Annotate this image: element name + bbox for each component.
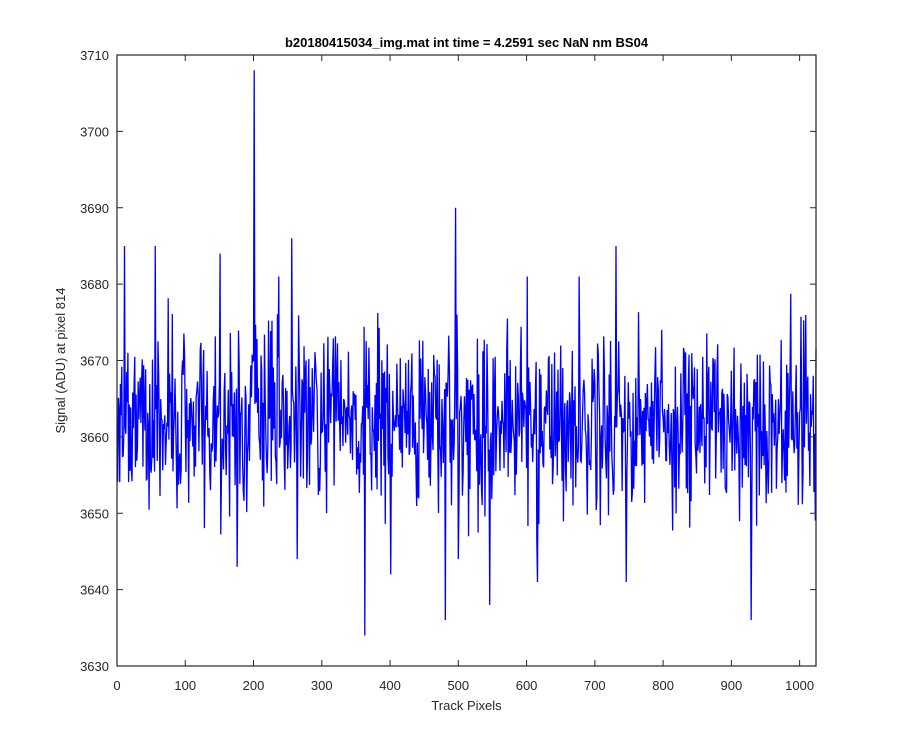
plot-area [117,55,816,666]
x-tick-label: 800 [652,678,674,693]
x-tick-label: 300 [311,678,333,693]
y-tick-label: 3660 [80,430,109,445]
y-axis-ticks: 3630 3640 3650 3660 3670 3680 3690 3700 3710 [80,48,816,674]
y-tick-label: 3680 [80,277,109,292]
x-tick-label: 1000 [785,678,814,693]
y-tick-label: 3700 [80,124,109,139]
series-group [117,70,817,636]
plot-background [117,55,816,666]
x-axis-ticks: 0 100 200 300 400 500 600 700 800 900 1000 [113,55,814,693]
y-tick-label: 3690 [80,201,109,216]
x-tick-label: 700 [584,678,606,693]
y-tick-label: 3650 [80,506,109,521]
y-tick-label: 3670 [80,354,109,369]
x-tick-label: 600 [516,678,538,693]
x-tick-label: 400 [379,678,401,693]
y-tick-label: 3630 [80,659,109,674]
series-line [117,70,817,636]
x-tick-label: 200 [243,678,265,693]
x-axis-label: Track Pixels [431,698,502,713]
y-tick-label: 3640 [80,583,109,598]
chart-title: b20180415034_img.mat int time = 4.2591 s… [285,35,649,50]
x-tick-label: 900 [721,678,743,693]
x-tick-label: 0 [113,678,120,693]
y-tick-label: 3710 [80,48,109,63]
x-tick-label: 100 [174,678,196,693]
x-tick-label: 500 [447,678,469,693]
y-axis-label: Signal (ADU) at pixel 814 [53,288,68,434]
